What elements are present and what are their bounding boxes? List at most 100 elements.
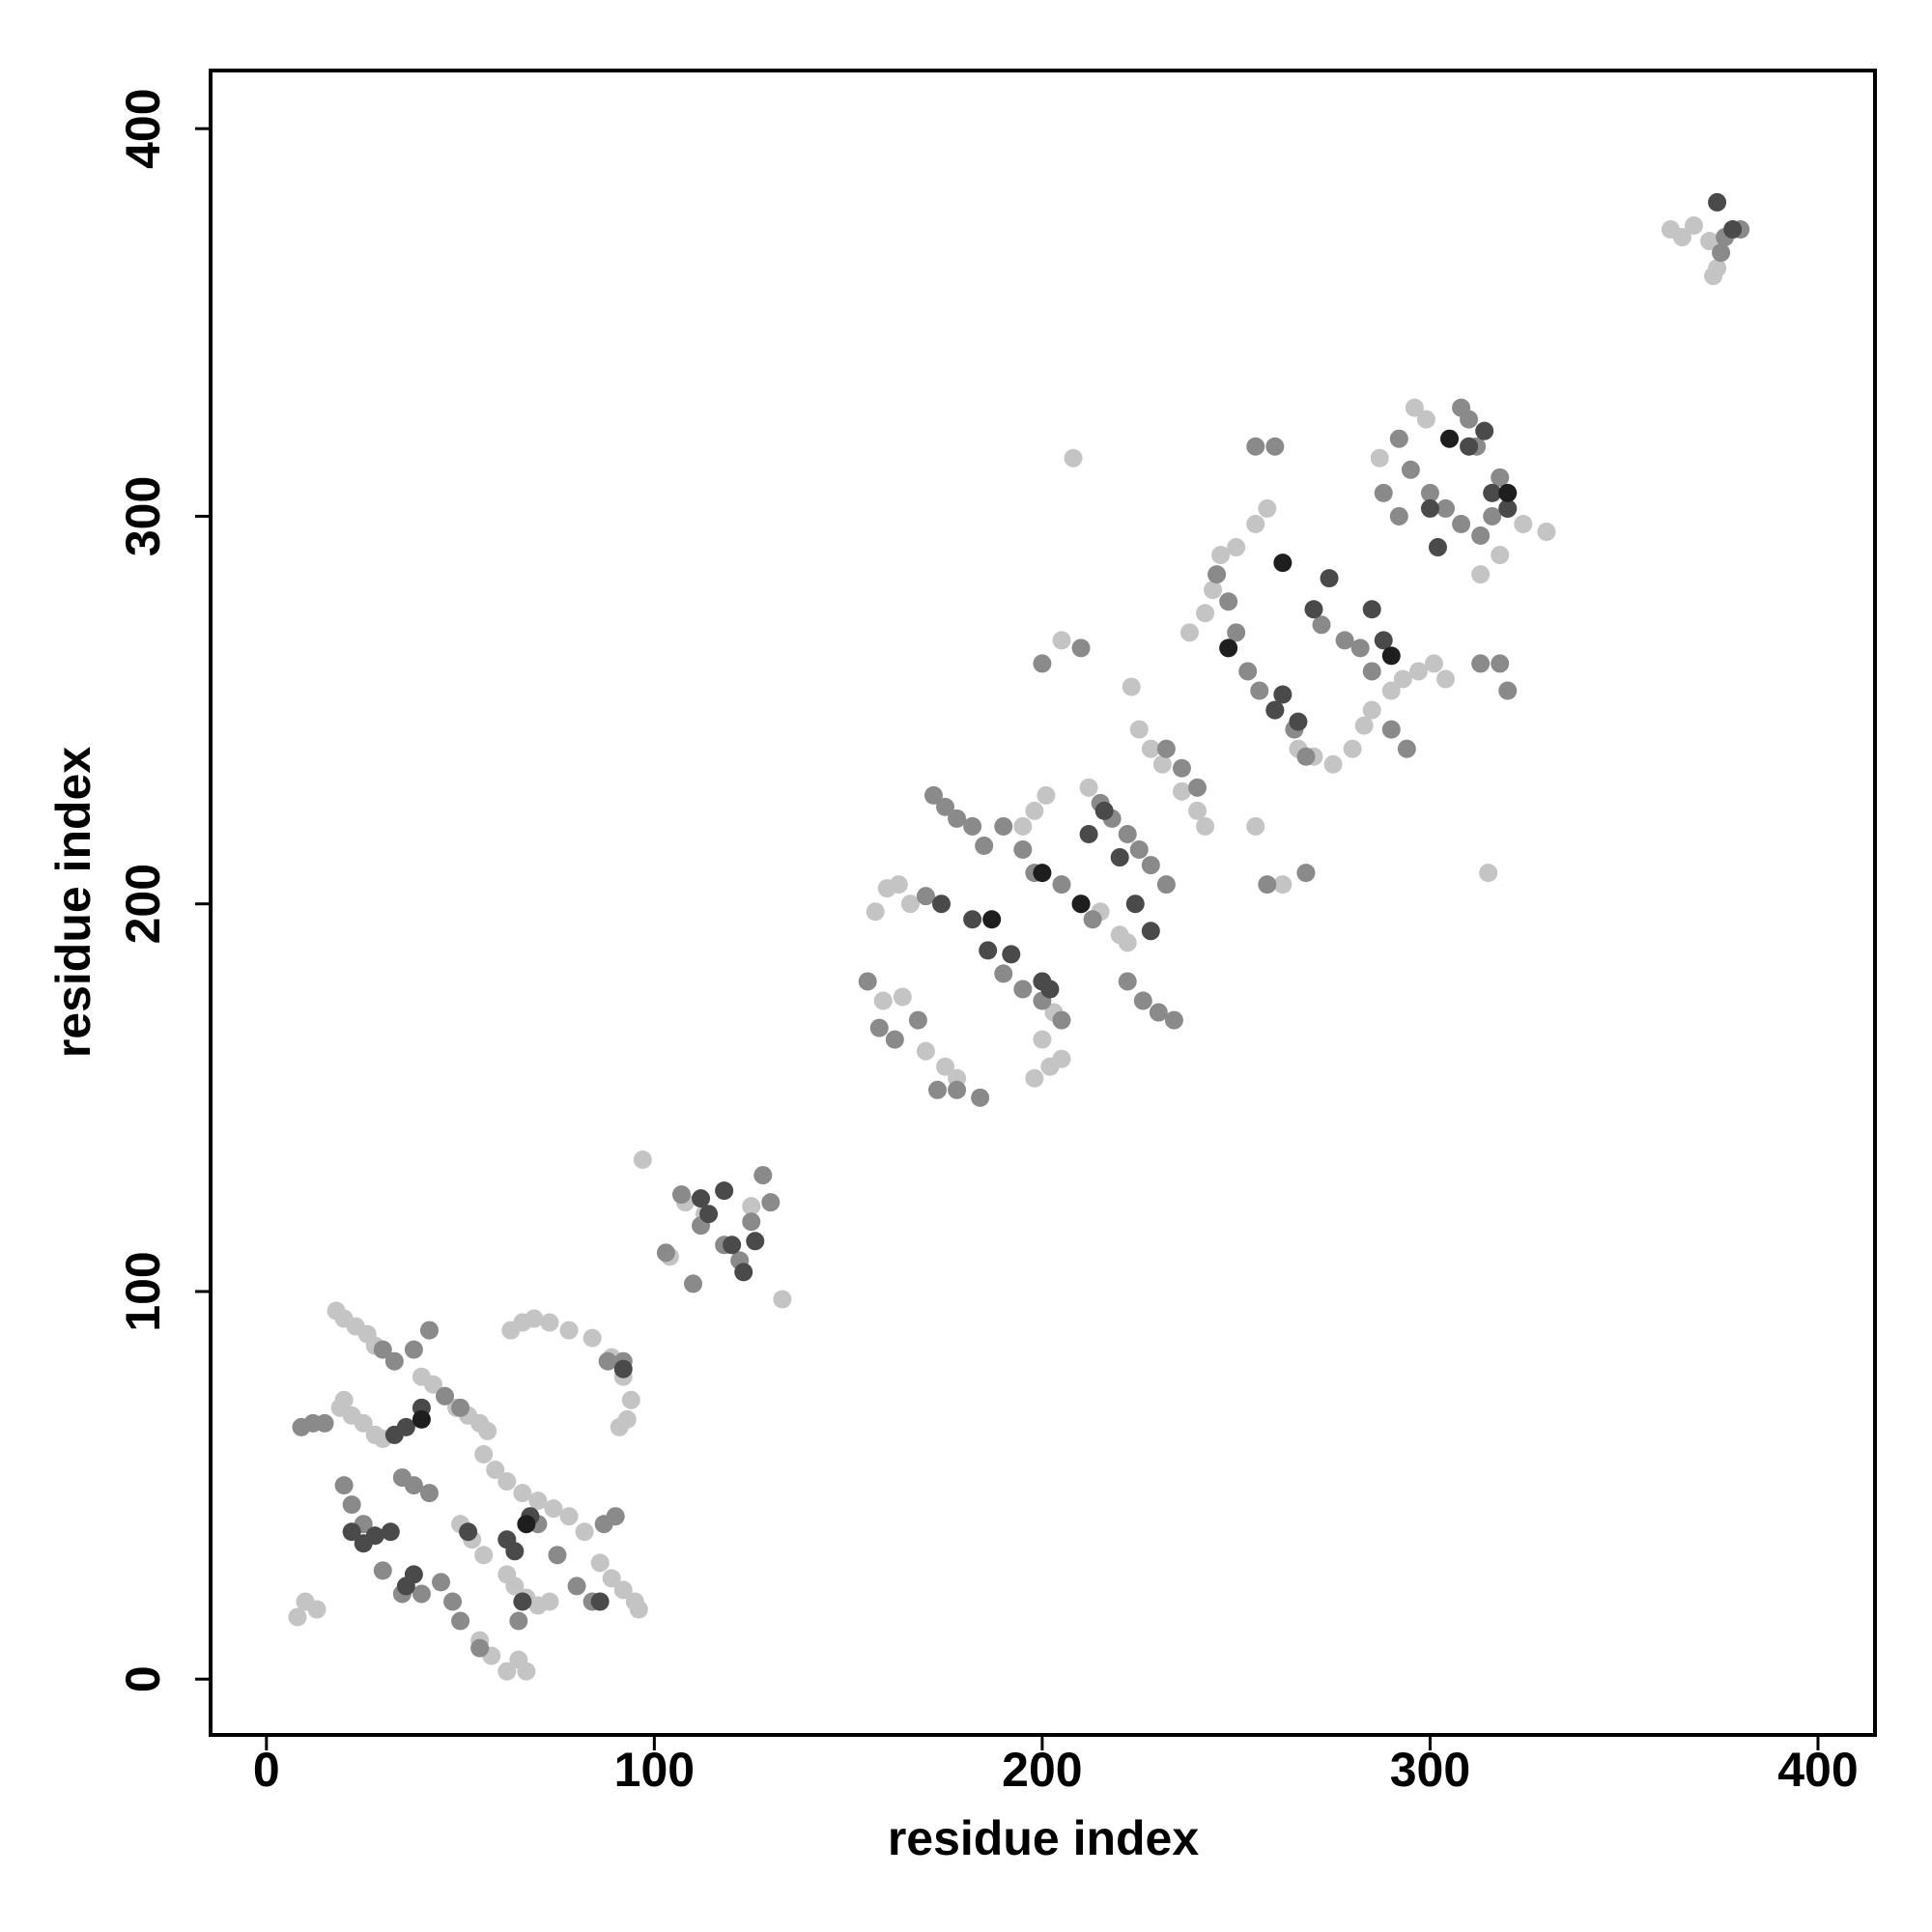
- point: [1204, 581, 1223, 600]
- point: [1025, 801, 1044, 820]
- point: [773, 1290, 792, 1309]
- point: [621, 1390, 640, 1409]
- point: [1083, 910, 1102, 929]
- point: [1460, 437, 1479, 456]
- point: [1354, 716, 1374, 735]
- point: [1141, 922, 1160, 941]
- y-tick-label: 0: [116, 1665, 170, 1692]
- point: [1094, 801, 1114, 820]
- point: [517, 1515, 536, 1534]
- point: [1420, 483, 1439, 502]
- point: [525, 1309, 544, 1328]
- point: [354, 1413, 373, 1433]
- point: [474, 1444, 494, 1463]
- point: [1498, 681, 1518, 700]
- point: [307, 1600, 327, 1619]
- point: [948, 1080, 967, 1099]
- point: [1172, 781, 1191, 801]
- point: [505, 1577, 525, 1596]
- point: [1420, 498, 1439, 518]
- point: [1227, 623, 1246, 642]
- point: [734, 1263, 753, 1282]
- point: [1246, 437, 1265, 456]
- point: [1381, 720, 1401, 739]
- point: [459, 1522, 478, 1542]
- point: [1033, 864, 1052, 883]
- point: [412, 1409, 431, 1429]
- point: [582, 1328, 602, 1348]
- point: [474, 1546, 494, 1565]
- point: [540, 1592, 559, 1611]
- x-tick-label: 0: [253, 1743, 280, 1797]
- point: [1350, 639, 1370, 658]
- point: [1129, 720, 1149, 739]
- point: [931, 895, 951, 914]
- x-tick-label: 300: [1390, 1743, 1470, 1797]
- point: [443, 1592, 463, 1611]
- point: [684, 1274, 703, 1293]
- point: [936, 797, 955, 816]
- point: [1025, 1068, 1044, 1088]
- point: [1323, 754, 1343, 774]
- point: [613, 1580, 633, 1600]
- point: [1071, 895, 1091, 914]
- point: [1428, 538, 1447, 557]
- point: [412, 1584, 431, 1604]
- point: [330, 1398, 350, 1417]
- point: [893, 987, 912, 1007]
- y-tick-label: 100: [116, 1251, 170, 1331]
- point: [396, 1577, 415, 1596]
- point: [1435, 669, 1455, 689]
- point: [1370, 448, 1389, 468]
- point: [1491, 654, 1510, 673]
- point: [1475, 421, 1494, 440]
- point: [1118, 972, 1137, 991]
- point: [916, 887, 935, 906]
- point: [1273, 875, 1293, 895]
- point: [1258, 498, 1277, 518]
- point: [633, 1151, 652, 1170]
- point: [656, 1243, 675, 1263]
- point: [963, 816, 982, 836]
- point: [979, 941, 998, 960]
- point: [1238, 662, 1258, 681]
- point: [753, 1166, 773, 1185]
- point: [994, 964, 1013, 983]
- point: [1405, 398, 1424, 417]
- point: [513, 1484, 532, 1503]
- point: [1471, 526, 1491, 546]
- point: [602, 1569, 621, 1588]
- point: [1296, 864, 1316, 883]
- point: [1064, 448, 1083, 468]
- point: [1118, 933, 1137, 952]
- point: [873, 991, 893, 1010]
- point: [1179, 623, 1199, 642]
- point: [1483, 483, 1502, 502]
- point: [1440, 429, 1460, 448]
- point: [1152, 754, 1172, 774]
- point: [1389, 429, 1408, 448]
- point: [575, 1522, 594, 1542]
- point: [971, 1088, 990, 1107]
- point: [334, 1476, 354, 1495]
- y-axis-label: residue index: [46, 747, 100, 1059]
- point: [1393, 669, 1412, 689]
- point: [1250, 681, 1269, 700]
- point: [613, 1359, 633, 1378]
- point: [1188, 801, 1208, 820]
- point: [1129, 840, 1149, 860]
- point: [419, 1321, 439, 1340]
- point: [342, 1495, 361, 1515]
- point: [451, 1611, 470, 1631]
- point: [1700, 232, 1719, 251]
- point: [1498, 483, 1518, 502]
- point: [746, 1232, 765, 1251]
- point: [436, 1386, 455, 1406]
- point: [1335, 631, 1354, 650]
- point: [1219, 639, 1238, 658]
- point: [513, 1592, 532, 1611]
- point: [544, 1499, 563, 1519]
- point: [1156, 739, 1176, 758]
- point: [866, 902, 885, 922]
